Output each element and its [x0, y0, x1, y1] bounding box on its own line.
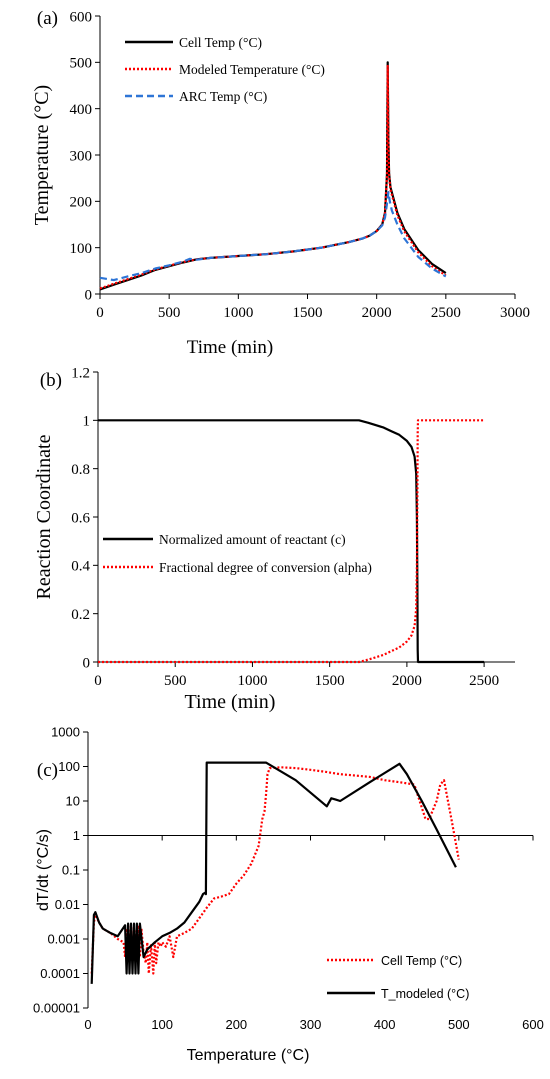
- y-tick-label: 600: [70, 9, 93, 25]
- y-tick-label: 0.00001: [33, 1001, 80, 1016]
- x-tick-label: 300: [300, 1017, 322, 1032]
- x-tick-label: 200: [225, 1017, 247, 1032]
- legend-label: ARC Temp (°C): [179, 89, 267, 104]
- x-tick-label: 0: [96, 305, 104, 321]
- x-tick-label: 1500: [293, 305, 323, 321]
- y-axis-title: Reaction Coordinate: [33, 434, 55, 599]
- x-tick-label: 500: [158, 305, 181, 321]
- y-tick-label: 100: [58, 759, 80, 774]
- x-tick-label: 0: [94, 673, 102, 689]
- series-line-2: [99, 191, 447, 282]
- y-tick-label: 0.6: [71, 510, 90, 526]
- chart-panel-1: 0 0.2 0.4 0.6 0.8 1 1.2 0 500 1000 1500 2000 2500 Nor…: [33, 365, 515, 713]
- y-tick-label: 1.2: [71, 365, 90, 381]
- legend-label: Fractional degree of conversion (alpha): [159, 560, 372, 575]
- x-tick-label: 2000: [392, 673, 422, 689]
- y-tick-label: 500: [70, 56, 93, 72]
- x-tick-label: 1000: [237, 673, 267, 689]
- y-tick-label: 0.001: [47, 932, 80, 947]
- panel-label: (c): [37, 760, 58, 781]
- x-axis-title: Temperature (°C): [187, 1047, 310, 1064]
- y-tick-label: 400: [70, 102, 93, 118]
- y-tick-label: 0: [85, 287, 93, 303]
- panel-label: (a): [37, 8, 58, 29]
- x-tick-label: 3000: [500, 305, 530, 321]
- series-line-1: [90, 761, 457, 984]
- x-axis-title: Time (min): [185, 691, 276, 713]
- chart-panel-2: 0.00001 0.0001 0.001 0.01 0.1 1 10 100 1000 0 100 2…: [33, 725, 544, 1064]
- y-tick-label: 1: [73, 828, 80, 843]
- x-tick-label: 400: [374, 1017, 396, 1032]
- series-line-1: [99, 64, 447, 290]
- x-tick-label: 2000: [362, 305, 392, 321]
- y-axis-title: dT/dt (°C/s): [35, 829, 52, 911]
- legend-label: T_modeled (°C): [381, 987, 469, 1001]
- y-axis-title: Temperature (°C): [31, 85, 53, 225]
- x-tick-label: 600: [522, 1017, 544, 1032]
- y-tick-label: 0.2: [71, 607, 90, 623]
- y-tick-label: 0.1: [62, 863, 80, 878]
- y-tick-label: 0.0001: [40, 966, 80, 981]
- y-tick-label: 300: [70, 148, 93, 164]
- legend-label: Normalized amount of reactant (c): [159, 532, 346, 547]
- legend-label: Cell Temp (°C): [381, 954, 462, 968]
- series-line-0: [98, 419, 485, 664]
- x-tick-label: 500: [448, 1017, 470, 1032]
- x-tick-label: 1000: [223, 305, 253, 321]
- x-axis-title: Time (min): [187, 337, 273, 358]
- legend-label: Cell Temp (°C): [179, 35, 262, 50]
- series-line-0: [90, 766, 460, 975]
- legend-label: Modeled Temperature (°C): [179, 62, 325, 77]
- y-tick-label: 100: [70, 241, 93, 257]
- y-tick-label: 0.01: [55, 897, 80, 912]
- y-tick-label: 1000: [51, 725, 80, 740]
- panel-label: (b): [40, 370, 62, 391]
- series-line-1: [98, 419, 485, 664]
- y-tick-label: 0: [83, 655, 91, 671]
- x-tick-label: 500: [164, 673, 187, 689]
- y-tick-label: 0.4: [71, 559, 90, 575]
- x-tick-label: 2500: [469, 673, 499, 689]
- chart-panel-0: 0 100 200 300 400 500 600 0 500 1000 1500 2000 2500 3…: [31, 8, 530, 358]
- x-tick-label: 1500: [315, 673, 345, 689]
- y-tick-label: 10: [66, 794, 80, 809]
- x-tick-label: 0: [84, 1017, 91, 1032]
- x-tick-label: 2500: [431, 305, 461, 321]
- y-tick-label: 200: [70, 195, 93, 211]
- y-tick-label: 1: [83, 414, 91, 430]
- y-tick-label: 0.8: [71, 462, 90, 478]
- x-tick-label: 100: [151, 1017, 173, 1032]
